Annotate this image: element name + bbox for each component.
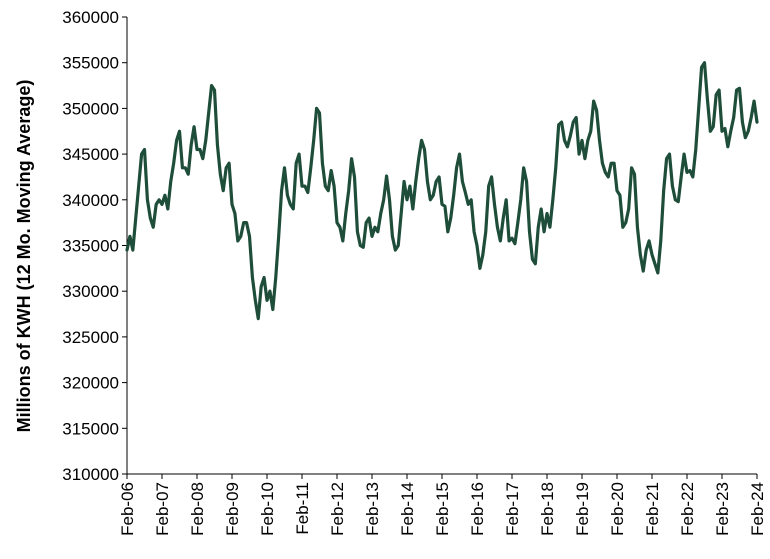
x-tick-label: Feb-22 <box>678 482 697 536</box>
y-axis-title: Millions of KWH (12 Mo. Moving Average) <box>14 80 34 433</box>
x-tick-label: Feb-13 <box>363 482 382 536</box>
x-tick-label: Feb-08 <box>188 482 207 536</box>
x-tick-label: Feb-15 <box>433 482 452 536</box>
x-tick-label: Feb-07 <box>153 482 172 536</box>
series-line <box>125 61 759 321</box>
x-tick-label: Feb-12 <box>328 482 347 536</box>
y-tick-label: 345000 <box>62 145 119 164</box>
x-tick-label: Feb-10 <box>258 482 277 536</box>
y-tick-label: 335000 <box>62 237 119 256</box>
y-tick-label: 340000 <box>62 191 119 210</box>
x-tick-label: Feb-24 <box>748 482 767 536</box>
x-tick-label: Feb-23 <box>713 482 732 536</box>
x-tick-label: Feb-09 <box>223 482 242 536</box>
x-tick-label: Feb-21 <box>643 482 662 536</box>
series-layer <box>125 61 759 321</box>
y-axis: 310000 315000 320000 325000 330000 335000 3400… <box>62 8 128 484</box>
x-tick-label: Feb-06 <box>118 482 137 536</box>
x-tick-label: Feb-17 <box>503 482 522 536</box>
y-tick-label: 310000 <box>62 465 119 484</box>
x-tick-label: Feb-20 <box>608 482 627 536</box>
x-tick-label: Feb-14 <box>398 482 417 536</box>
y-tick-label: 350000 <box>62 99 119 118</box>
x-tick-label: Feb-18 <box>538 482 557 536</box>
y-tick-label: 355000 <box>62 54 119 73</box>
y-tick-label: 360000 <box>62 8 119 27</box>
x-tick-label: Feb-11 <box>293 482 312 535</box>
y-tick-label: 315000 <box>62 419 119 438</box>
y-tick-label: 325000 <box>62 328 119 347</box>
x-tick-label: Feb-19 <box>573 482 592 536</box>
y-tick-label: 320000 <box>62 374 119 393</box>
x-tick-label: Feb-16 <box>468 482 487 536</box>
x-axis: Feb-06 Feb-07 Feb-08 Feb-09 Feb-10 Feb-11 Feb-… <box>118 473 767 536</box>
y-tick-label: 330000 <box>62 282 119 301</box>
